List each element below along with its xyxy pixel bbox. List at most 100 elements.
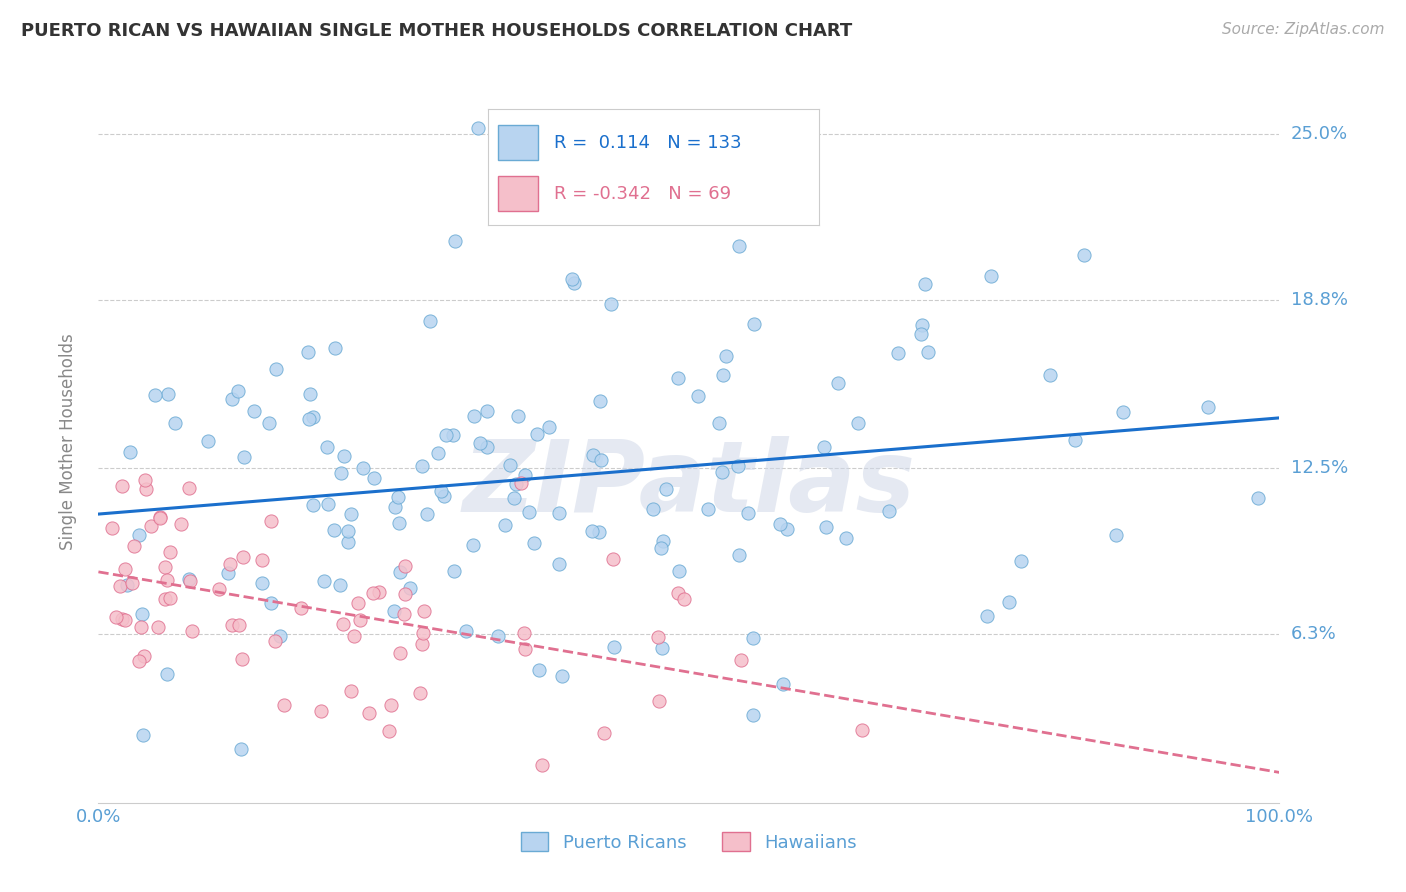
Point <box>264 362 287 376</box>
Point <box>149 511 172 525</box>
Point <box>834 531 856 545</box>
Point <box>582 448 605 462</box>
Point <box>519 505 541 519</box>
Point <box>688 389 710 403</box>
Point <box>387 490 409 504</box>
Point <box>155 560 177 574</box>
Point <box>550 669 572 683</box>
Legend: Puerto Ricans, Hawaiians: Puerto Ricans, Hawaiians <box>515 825 863 859</box>
Point <box>121 575 143 590</box>
Point <box>105 610 128 624</box>
Point <box>744 317 766 331</box>
Point <box>696 501 718 516</box>
Point <box>388 565 411 579</box>
Point <box>515 468 537 483</box>
Point <box>651 641 673 656</box>
Point <box>297 345 319 359</box>
Point <box>1246 491 1268 505</box>
Point <box>153 592 176 607</box>
Point <box>349 613 371 627</box>
Point <box>332 617 354 632</box>
Point <box>394 558 416 573</box>
Text: 25.0%: 25.0% <box>1291 125 1348 143</box>
Point <box>243 404 266 418</box>
Point <box>510 475 533 490</box>
Point <box>444 234 467 248</box>
Point <box>486 629 509 643</box>
Point <box>523 536 546 550</box>
Point <box>411 637 433 651</box>
Point <box>155 666 177 681</box>
Point <box>515 641 537 656</box>
Point <box>412 626 434 640</box>
Point <box>411 458 433 473</box>
Point <box>998 595 1021 609</box>
Point <box>129 620 152 634</box>
Point <box>149 510 172 524</box>
Point <box>827 376 849 391</box>
Text: 18.8%: 18.8% <box>1291 291 1347 309</box>
Point <box>394 586 416 600</box>
Point <box>851 723 873 737</box>
Point <box>599 297 621 311</box>
Point <box>468 436 491 450</box>
Point <box>170 516 193 531</box>
Point <box>352 460 374 475</box>
Point <box>592 725 614 739</box>
Point <box>231 742 253 756</box>
Text: 12.5%: 12.5% <box>1291 459 1348 477</box>
Point <box>776 522 799 536</box>
Point <box>322 523 344 537</box>
Point <box>233 450 256 464</box>
Point <box>737 506 759 520</box>
Point <box>427 446 450 460</box>
Point <box>772 677 794 691</box>
Point <box>340 508 363 522</box>
Point <box>132 648 155 663</box>
Point <box>413 604 436 618</box>
Point <box>146 620 169 634</box>
Point <box>443 564 465 578</box>
Point <box>409 686 432 700</box>
Point <box>101 521 124 535</box>
Point <box>361 586 384 600</box>
Point <box>1010 554 1032 568</box>
Point <box>650 541 672 555</box>
Point <box>547 506 569 520</box>
Point <box>179 482 201 496</box>
Point <box>548 557 571 571</box>
Point <box>301 498 323 512</box>
Point <box>976 608 998 623</box>
Point <box>181 624 204 638</box>
Point <box>419 314 441 328</box>
Point <box>648 694 671 708</box>
Point <box>475 441 498 455</box>
Point <box>527 663 550 677</box>
Point <box>588 394 610 409</box>
Point <box>652 533 675 548</box>
Point <box>505 477 527 491</box>
Point <box>463 409 485 423</box>
Point <box>329 578 352 592</box>
Point <box>139 519 162 533</box>
Point <box>562 277 585 291</box>
Point <box>877 503 900 517</box>
Point <box>312 574 335 588</box>
Point <box>1197 400 1219 414</box>
Point <box>561 271 583 285</box>
Point <box>114 562 136 576</box>
Point <box>217 566 239 580</box>
Point <box>815 520 838 534</box>
Point <box>494 517 516 532</box>
Point <box>156 573 179 587</box>
Point <box>111 612 134 626</box>
Point <box>730 653 752 667</box>
Point <box>666 371 689 385</box>
Point <box>503 491 526 505</box>
Point <box>710 465 733 479</box>
Point <box>264 634 287 648</box>
Point <box>218 557 240 571</box>
Point <box>297 412 319 426</box>
Point <box>399 581 422 595</box>
Point <box>368 585 391 599</box>
